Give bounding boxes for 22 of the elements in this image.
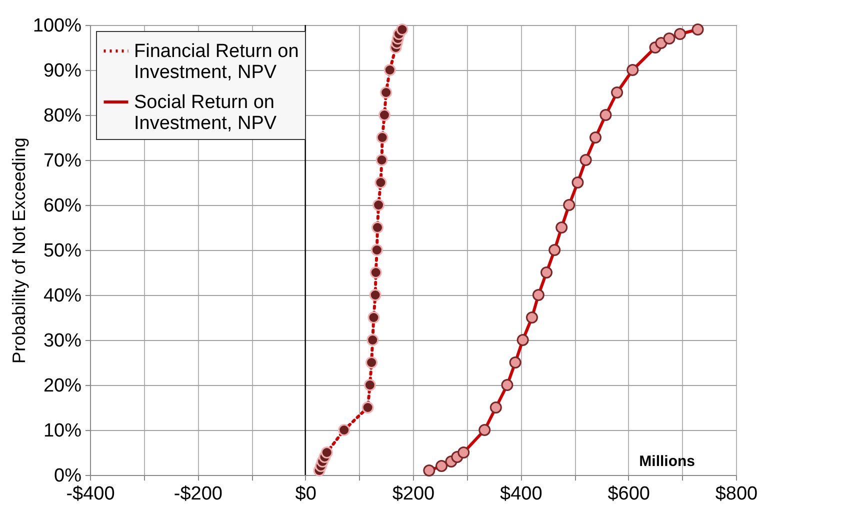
x-tick-label: -$400 xyxy=(66,484,115,504)
y-tick-label: 100% xyxy=(32,16,82,36)
y-tick-label: 60% xyxy=(43,196,82,216)
x-tick-label: -$200 xyxy=(174,484,222,504)
x-tick-label: $400 xyxy=(500,484,542,504)
y-axis-title: Probability of Not Exceeding xyxy=(8,137,29,364)
x-tick-label: $0 xyxy=(295,484,316,504)
y-tick-label: 40% xyxy=(43,286,82,306)
x-tick-label: $800 xyxy=(715,484,758,504)
y-tick-label: 80% xyxy=(43,106,82,126)
x-tick-label: $200 xyxy=(392,484,435,504)
legend-label: Financial Return on Investment, NPV xyxy=(134,41,299,83)
y-tick-label: 50% xyxy=(43,240,82,262)
y-tick-label: 0% xyxy=(54,466,82,486)
y-tick-label: 90% xyxy=(43,60,82,82)
legend-label: Social Return on Investment, NPV xyxy=(134,92,277,134)
y-tick-label: 30% xyxy=(43,330,82,352)
y-tick-label: 20% xyxy=(43,376,82,396)
annotation: Millions xyxy=(639,453,695,470)
y-tick-label: 10% xyxy=(43,420,82,442)
y-tick-label: 70% xyxy=(43,150,82,172)
x-tick-label: $600 xyxy=(608,484,650,504)
